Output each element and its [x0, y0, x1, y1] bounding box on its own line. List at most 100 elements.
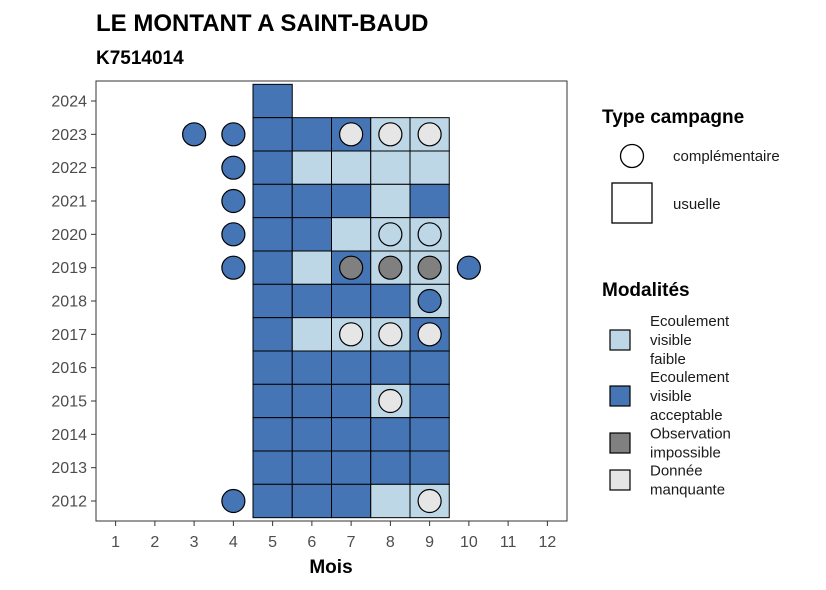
point-2023-9 — [417, 122, 442, 147]
tile-2012-7 — [331, 483, 372, 519]
tile-2016-9 — [409, 350, 450, 385]
x-tick-label: 10 — [460, 534, 478, 551]
point-2017-7 — [339, 322, 364, 347]
tile-2021-8 — [370, 183, 411, 219]
tile-2016-7 — [331, 350, 372, 385]
tile-2018-8 — [370, 283, 411, 319]
tile-2018-7 — [331, 283, 372, 319]
point-2019-10 — [456, 255, 481, 280]
x-tick-label: 1 — [111, 534, 120, 551]
y-tick-label: 2022 — [51, 160, 87, 177]
legend-label-manquante: Donnée — [650, 463, 703, 480]
legend-type-title: Type campagne — [602, 107, 744, 128]
tile-2022-6 — [291, 150, 332, 185]
tile-2022-7 — [331, 150, 372, 185]
legend-key-manquante — [609, 469, 631, 491]
tile-2016-6 — [291, 350, 332, 385]
y-tick-label: 2015 — [51, 394, 87, 411]
point-2023-8 — [378, 122, 403, 147]
tile-2019-6 — [291, 250, 332, 285]
point-2020-9 — [417, 222, 442, 247]
legend-type-item-usuelle: usuelle — [673, 196, 721, 213]
point-2017-8 — [378, 322, 403, 347]
legend-label-acceptable: acceptable — [650, 407, 723, 424]
legend-circle-symbol — [619, 143, 645, 169]
y-tick-label: 2021 — [51, 194, 87, 211]
point-2021-4 — [221, 188, 246, 214]
point-2023-3 — [182, 122, 207, 147]
tile-2018-6 — [291, 283, 332, 319]
legend-label-faible: Ecoulement — [650, 313, 730, 330]
tile-2021-9 — [409, 183, 450, 219]
legend-square-symbol — [611, 182, 653, 224]
point-2019-7 — [339, 255, 364, 280]
tile-2022-9 — [409, 150, 450, 185]
tile-2015-5 — [252, 383, 293, 419]
y-tick-label: 2023 — [51, 127, 87, 144]
y-tick-label: 2017 — [51, 327, 87, 344]
tile-2022-8 — [370, 150, 411, 185]
x-tick-label: 7 — [347, 534, 356, 551]
tile-2016-5 — [252, 350, 293, 385]
point-2019-9 — [417, 255, 442, 280]
point-2012-4 — [221, 488, 246, 514]
tile-2012-5 — [252, 483, 293, 519]
y-tick-label: 2018 — [51, 294, 87, 311]
x-axis-title: Mois — [309, 557, 352, 578]
y-tick-label: 2024 — [51, 94, 87, 111]
x-tick-label: 3 — [190, 534, 199, 551]
tile-2012-8 — [370, 483, 411, 519]
tile-2014-9 — [409, 417, 450, 452]
tile-2023-6 — [291, 117, 332, 152]
tile-2014-6 — [291, 417, 332, 452]
tile-2013-6 — [291, 450, 332, 485]
x-tick-label: 12 — [538, 534, 556, 551]
plot-area: 2012 2013 2014 2015 2016 2017 2018 2019 2020 2021… — [51, 80, 568, 551]
tile-2014-5 — [252, 417, 293, 452]
point-2020-4 — [221, 222, 246, 247]
legend-label-impossible: Observation — [650, 426, 731, 443]
legend-label-faible: faible — [650, 351, 686, 368]
tile-2015-9 — [409, 383, 450, 419]
x-tick-label: 5 — [268, 534, 277, 551]
tile-2021-7 — [331, 183, 372, 219]
chart-subtitle: K7514014 — [96, 48, 184, 69]
x-tick-label: 2 — [150, 534, 159, 551]
tile-2013-8 — [370, 450, 411, 485]
chart-title: LE MONTANT A SAINT-BAUD — [96, 10, 428, 37]
tile-2023-5 — [252, 117, 293, 152]
tile-2022-5 — [252, 150, 293, 185]
legend-modalites-title: Modalités — [602, 280, 690, 301]
y-tick-label: 2013 — [51, 460, 87, 477]
x-tick-label: 6 — [307, 534, 316, 551]
y-tick-label: 2012 — [51, 494, 87, 511]
x-tick-label: 8 — [386, 534, 395, 551]
y-tick-label: 2019 — [51, 260, 87, 277]
x-tick-label: 4 — [229, 534, 238, 551]
tile-2016-8 — [370, 350, 411, 385]
tile-2018-5 — [252, 283, 293, 319]
tile-2012-6 — [291, 483, 332, 519]
y-tick-label: 2020 — [51, 227, 87, 244]
point-2020-8 — [378, 222, 403, 247]
point-2017-9 — [417, 322, 442, 347]
point-2019-8 — [378, 255, 403, 280]
point-2022-4 — [221, 155, 246, 180]
legend-label-faible: visible — [650, 332, 692, 349]
tile-2024-5 — [252, 83, 293, 119]
tile-2017-5 — [252, 317, 293, 352]
legend-key-faible — [609, 329, 631, 351]
tile-2019-5 — [252, 250, 293, 285]
legend-type-item-complementaire: complémentaire — [673, 148, 780, 165]
y-tick-label: 2014 — [51, 427, 87, 444]
point-2023-7 — [339, 122, 364, 147]
legend-key-acceptable — [609, 385, 631, 407]
legend-key-impossible — [609, 432, 631, 454]
x-tick-label: 9 — [425, 534, 434, 551]
tile-2020-6 — [291, 217, 332, 252]
tile-2017-6 — [291, 317, 332, 352]
tile-2021-5 — [252, 183, 293, 219]
legend-label-acceptable: visible — [650, 388, 692, 405]
legend-label-impossible: impossible — [650, 445, 721, 462]
legend-modalites: Modalités EcoulementvisiblefaibleEcoulem… — [602, 280, 731, 499]
